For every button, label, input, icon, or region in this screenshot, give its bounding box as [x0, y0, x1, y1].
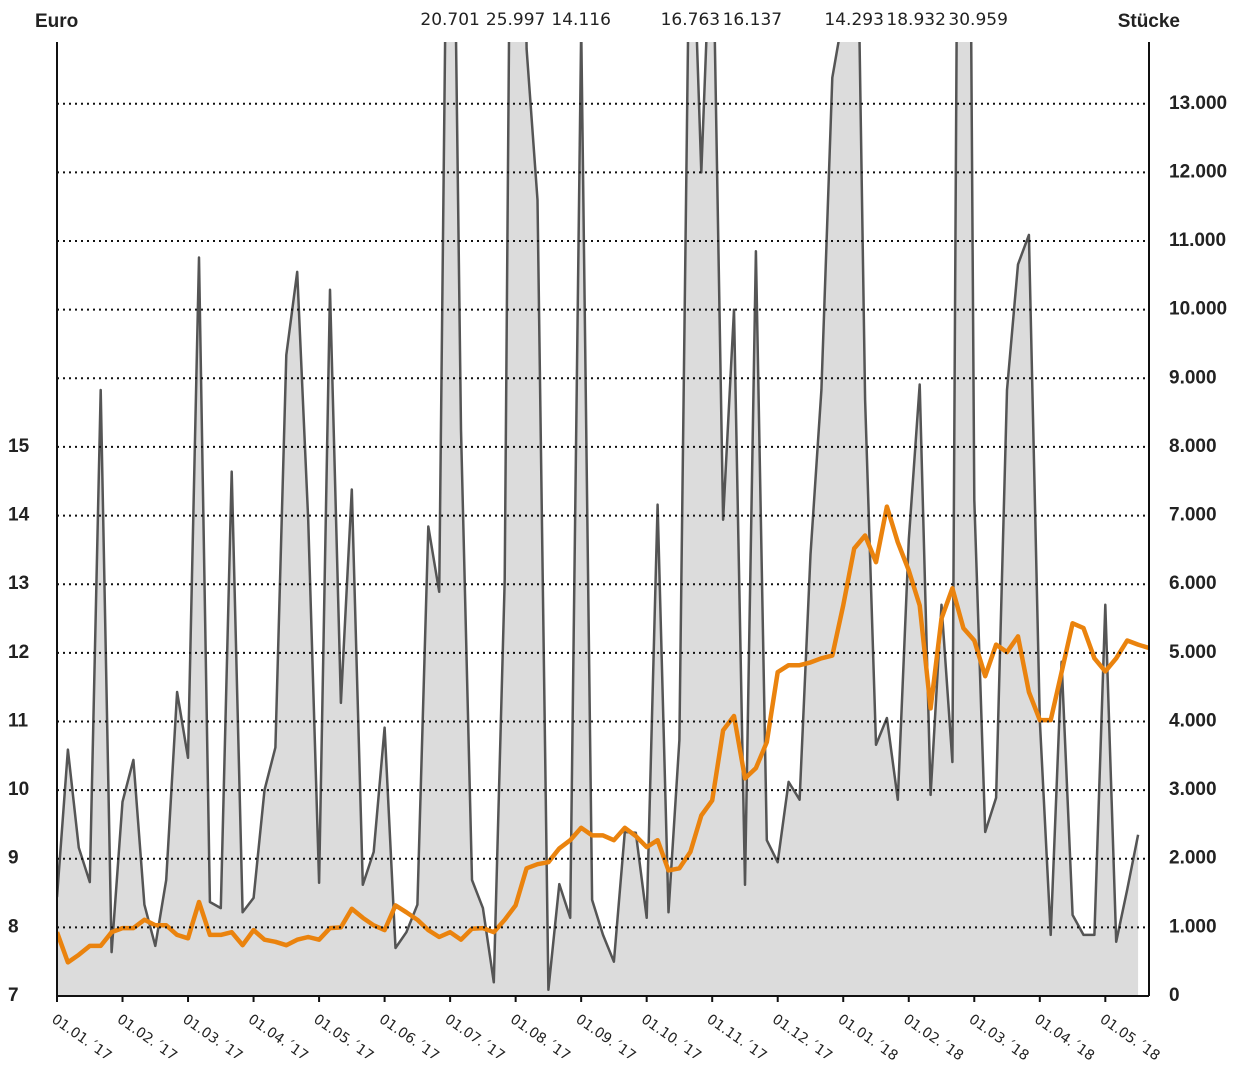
y2-tick-label: 11.000 — [1169, 230, 1226, 251]
y2-tick-label: 0 — [1169, 985, 1180, 1006]
x-tick-label: 01.05.´18 — [1097, 1011, 1163, 1064]
x-tick-label: 01.08.´17 — [507, 1011, 573, 1064]
x-tick-label: 01.02.´18 — [900, 1011, 966, 1064]
x-tick-label: 01.09.´17 — [573, 1011, 639, 1064]
volume-area — [57, 42, 1139, 996]
y-tick-label: 9 — [8, 848, 19, 869]
y2-tick-label: 2.000 — [1169, 848, 1217, 869]
y2-tick-label: 9.000 — [1169, 367, 1217, 388]
y-tick-label: 13 — [8, 573, 29, 594]
x-tick-label: 01.04.´18 — [1031, 1011, 1097, 1064]
volume-line — [57, 42, 1140, 992]
y2-tick-label: 1.000 — [1169, 916, 1217, 937]
x-tick-label: 01.03.´18 — [966, 1011, 1032, 1064]
peak-value-label: 20.701 — [420, 10, 479, 30]
x-tick-label: 01.06.´17 — [376, 1011, 442, 1064]
peak-value-label: 14.116 — [551, 10, 610, 30]
y-tick-label: 11 — [8, 710, 29, 731]
y2-tick-label: 6.000 — [1169, 573, 1217, 594]
x-tick-label: 01.02.´17 — [114, 1011, 180, 1064]
peak-value-label: 16.137 — [723, 10, 782, 30]
y2-tick-label: 8.000 — [1169, 436, 1217, 457]
x-tick-label: 01.01.´17 — [48, 1011, 114, 1064]
x-tick-label: 01.12.´17 — [769, 1011, 835, 1064]
y2-tick-label: 7.000 — [1169, 505, 1217, 526]
peak-value-label: 16.763 — [661, 10, 720, 30]
y2-tick-label: 3.000 — [1169, 779, 1217, 800]
peak-value-label: 25.997 — [486, 10, 545, 30]
peak-value-label: 30.959 — [948, 10, 1007, 30]
x-tick-label: 01.10.´17 — [638, 1011, 704, 1064]
y-tick-label: 7 — [8, 985, 19, 1006]
y-tick-label: 12 — [8, 642, 29, 663]
y-tick-label: 10 — [8, 779, 29, 800]
y-tick-label: 14 — [8, 505, 30, 526]
peak-value-label: 18.932 — [886, 10, 945, 30]
price-line — [57, 504, 1149, 965]
y2-tick-label: 10.000 — [1169, 299, 1227, 320]
y-tick-label: 8 — [8, 916, 19, 937]
x-tick-label: 01.05.´17 — [310, 1011, 376, 1064]
y2-tick-label: 5.000 — [1169, 642, 1217, 663]
y2-axis-title: Stücke — [1118, 11, 1180, 32]
y-tick-label: 15 — [8, 436, 30, 457]
y-axis-title: Euro — [35, 11, 78, 32]
y2-tick-label: 12.000 — [1169, 161, 1227, 182]
x-tick-label: 01.01.´18 — [835, 1011, 901, 1064]
y2-tick-label: 13.000 — [1169, 93, 1227, 114]
x-tick-label: 01.04.´17 — [245, 1011, 311, 1064]
x-tick-label: 01.07.´17 — [442, 1011, 508, 1064]
x-tick-label: 01.03.´17 — [179, 1011, 245, 1064]
plot-layer — [57, 42, 1149, 996]
y2-tick-label: 4.000 — [1169, 710, 1217, 731]
peak-value-label: 14.293 — [824, 10, 883, 30]
x-tick-label: 01.11.´17 — [704, 1011, 770, 1064]
